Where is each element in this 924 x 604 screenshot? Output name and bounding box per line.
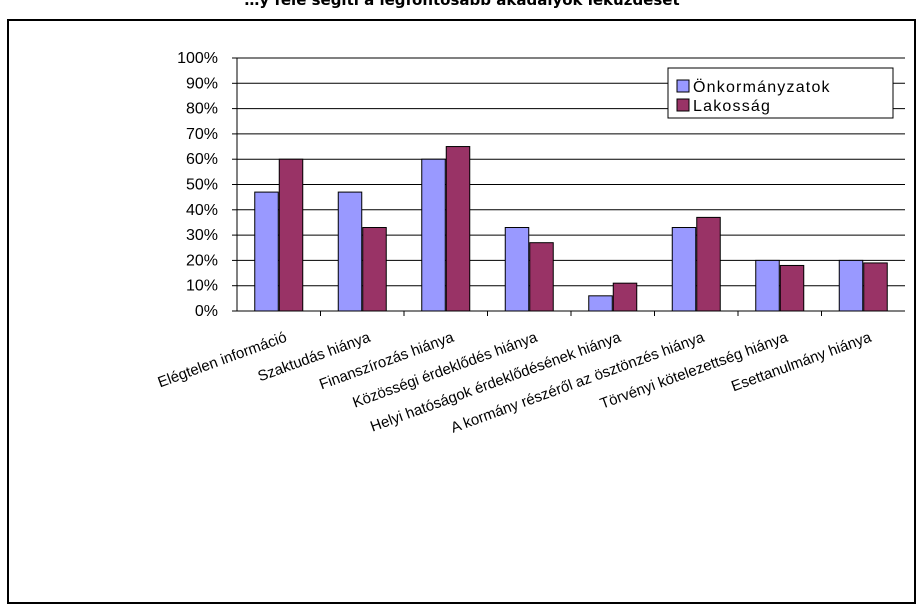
bar-lakossag (529, 242, 554, 312)
legend-label: Lakosság (693, 98, 771, 115)
y-tick-label: 60% (186, 151, 218, 168)
bar-lakossag (612, 282, 638, 312)
y-tick-label: 90% (186, 75, 218, 92)
x-tick-label: Esettanulmány hiánya (729, 329, 874, 396)
bar-lakossag (445, 146, 471, 312)
legend-swatch (676, 79, 690, 93)
y-tick-label: 10% (186, 278, 218, 295)
bar-onkormanyzatok (337, 191, 363, 312)
bar-onkormanyzatok (254, 191, 279, 312)
legend-swatch (676, 98, 690, 112)
y-tick-label: 80% (186, 101, 218, 118)
bar-onkormanyzatok (421, 158, 446, 312)
y-tick-label: 30% (186, 227, 218, 244)
bar-onkormanyzatok (588, 295, 613, 312)
legend-label: Önkormányzatok (693, 78, 831, 96)
chart-title: …y felé segíti a legfontosabb akadályok … (244, 0, 680, 9)
y-tick-label: 70% (186, 126, 218, 143)
bar-onkormanyzatok (671, 227, 697, 312)
y-tick-label: 0% (195, 303, 218, 320)
legend-box (667, 67, 894, 119)
bar-lakossag (362, 227, 387, 312)
bar-lakossag (696, 216, 721, 312)
y-tick-label: 20% (186, 252, 218, 269)
bar-lakossag (779, 264, 805, 312)
y-tick-label: 50% (186, 177, 218, 194)
y-tick-label: 100% (177, 50, 218, 67)
y-tick-label: 40% (186, 202, 218, 219)
bar-onkormanyzatok (504, 227, 530, 312)
bar-lakossag (863, 262, 888, 312)
bar-onkormanyzatok (838, 259, 864, 312)
bar-onkormanyzatok (755, 259, 780, 312)
bar-lakossag (278, 158, 304, 312)
